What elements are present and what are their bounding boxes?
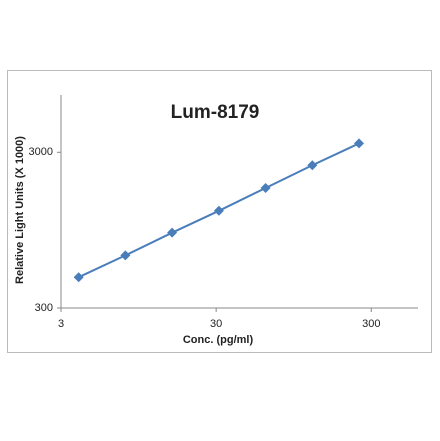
y-tick-label: 300	[35, 302, 53, 314]
x-tick-label: 30	[210, 318, 222, 330]
marker	[213, 205, 224, 216]
marker	[307, 160, 318, 171]
chart-title: Lum-8179	[171, 102, 260, 123]
marker	[73, 272, 84, 283]
marker	[354, 138, 365, 149]
y-axis-label: Relative Light Units (X 1000)	[14, 136, 26, 284]
marker	[120, 250, 131, 261]
x-axis-label: Conc. (pg/ml)	[183, 334, 254, 346]
x-tick-label: 300	[362, 318, 380, 330]
x-tick-label: 3	[58, 318, 64, 330]
y-tick-label: 3000	[29, 146, 53, 158]
marker	[167, 227, 178, 238]
marker	[260, 182, 271, 193]
